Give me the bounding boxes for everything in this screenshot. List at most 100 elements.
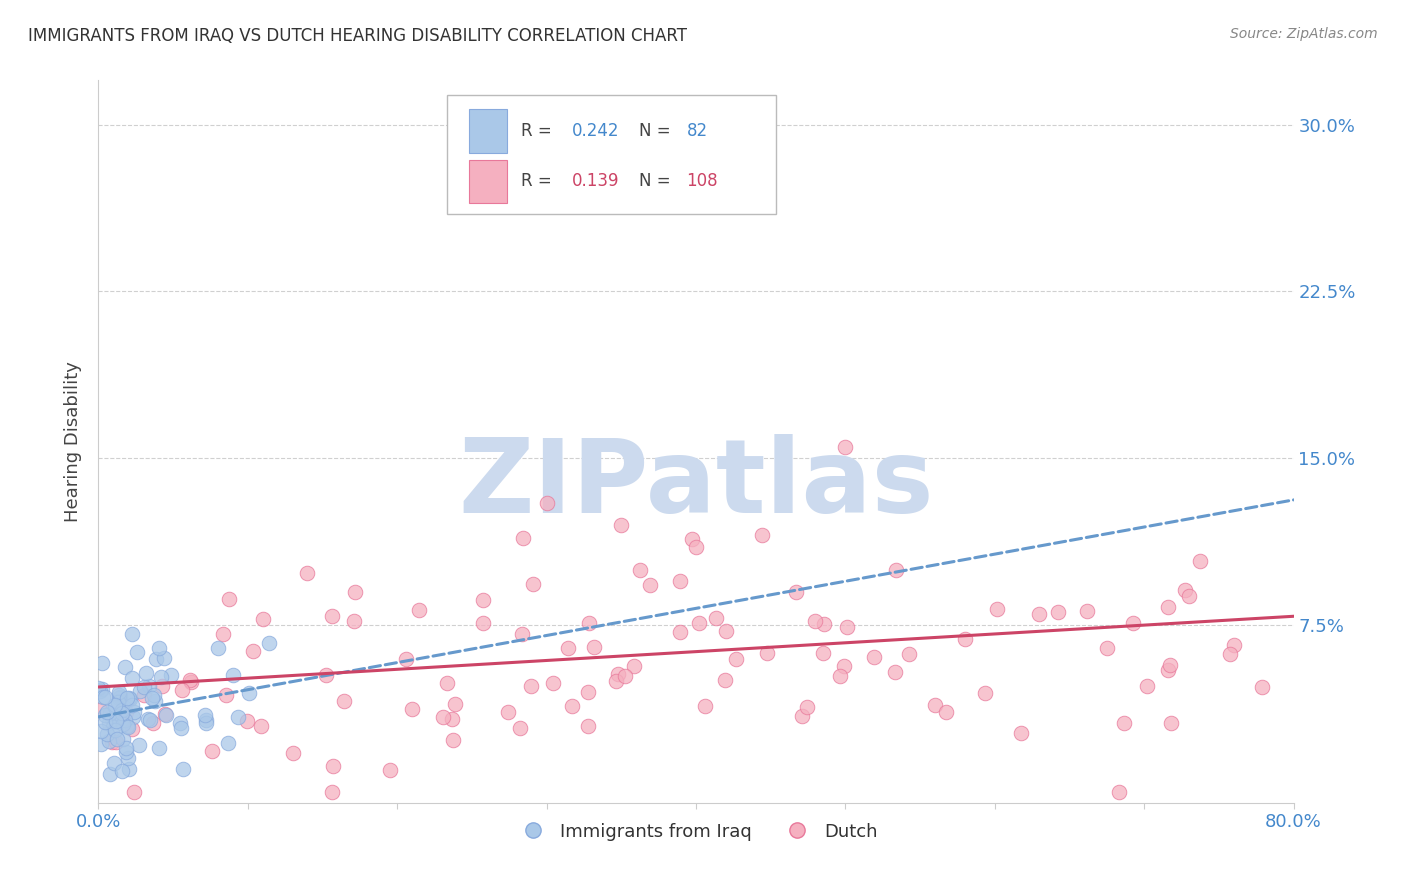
Point bbox=[1136, 679, 1159, 693]
Point bbox=[238, 686, 260, 700]
Point bbox=[432, 710, 454, 724]
Point bbox=[150, 679, 173, 693]
Point bbox=[222, 668, 245, 682]
Point bbox=[582, 640, 605, 654]
Point bbox=[259, 636, 281, 650]
Point bbox=[557, 641, 579, 656]
Point bbox=[103, 756, 125, 771]
Point bbox=[104, 699, 127, 714]
Point bbox=[1223, 638, 1246, 652]
Point bbox=[811, 646, 834, 660]
Point bbox=[111, 764, 134, 778]
Point bbox=[115, 690, 138, 705]
Point bbox=[139, 713, 162, 727]
Point bbox=[321, 609, 343, 624]
Point bbox=[986, 601, 1008, 615]
Point bbox=[714, 624, 737, 639]
Point bbox=[408, 602, 430, 616]
Point bbox=[114, 660, 136, 674]
Point bbox=[115, 706, 138, 720]
Point bbox=[207, 641, 229, 656]
Point bbox=[252, 612, 274, 626]
Point bbox=[111, 717, 134, 731]
Point bbox=[785, 585, 807, 599]
Point bbox=[142, 715, 165, 730]
Point bbox=[322, 759, 344, 773]
Point bbox=[1157, 599, 1180, 614]
Point bbox=[605, 674, 627, 689]
Point bbox=[145, 652, 167, 666]
Point bbox=[170, 683, 193, 698]
Point bbox=[1251, 680, 1274, 694]
Legend: Immigrants from Iraq, Dutch: Immigrants from Iraq, Dutch bbox=[508, 815, 884, 848]
Point bbox=[472, 615, 495, 630]
Point bbox=[249, 718, 271, 732]
Point bbox=[134, 688, 156, 702]
Point bbox=[669, 624, 692, 639]
Point bbox=[97, 734, 120, 748]
Point bbox=[138, 679, 160, 693]
Point bbox=[89, 684, 111, 698]
Point bbox=[685, 540, 707, 554]
Point bbox=[1010, 725, 1032, 739]
Point bbox=[283, 746, 305, 760]
Text: 0.242: 0.242 bbox=[572, 122, 619, 140]
Text: R =: R = bbox=[522, 172, 558, 190]
Point bbox=[108, 690, 131, 705]
Point bbox=[509, 721, 531, 735]
Point bbox=[90, 681, 112, 696]
Point bbox=[561, 699, 583, 714]
Point bbox=[91, 690, 114, 704]
Point bbox=[153, 651, 176, 665]
Point bbox=[90, 737, 112, 751]
Point bbox=[111, 703, 134, 717]
Point bbox=[638, 578, 661, 592]
Point bbox=[837, 620, 859, 634]
Point bbox=[101, 720, 124, 734]
Point bbox=[105, 714, 128, 728]
Point bbox=[1114, 715, 1136, 730]
Point bbox=[1188, 553, 1211, 567]
Point bbox=[973, 685, 995, 699]
Point bbox=[96, 706, 118, 720]
Point bbox=[104, 698, 127, 712]
Point bbox=[112, 700, 135, 714]
Point bbox=[236, 714, 259, 729]
Point bbox=[121, 698, 143, 713]
Point bbox=[804, 614, 827, 628]
Point bbox=[1095, 641, 1118, 656]
Point bbox=[471, 593, 494, 607]
Point bbox=[725, 652, 748, 666]
Point bbox=[179, 673, 201, 687]
Point bbox=[107, 694, 129, 708]
Point bbox=[121, 671, 143, 685]
Point bbox=[98, 706, 121, 720]
Point bbox=[395, 652, 418, 666]
Point bbox=[1178, 589, 1201, 603]
Point bbox=[117, 751, 139, 765]
Point bbox=[118, 690, 141, 705]
Point bbox=[121, 722, 143, 736]
Point bbox=[898, 647, 921, 661]
Point bbox=[510, 626, 533, 640]
Point bbox=[101, 712, 124, 726]
Text: 82: 82 bbox=[686, 122, 707, 140]
Point bbox=[155, 708, 177, 723]
Point bbox=[89, 703, 111, 717]
Point bbox=[87, 681, 110, 695]
Point bbox=[194, 716, 217, 731]
Point bbox=[135, 665, 157, 680]
Point bbox=[1122, 616, 1144, 631]
Point bbox=[122, 785, 145, 799]
Point bbox=[212, 627, 235, 641]
Point bbox=[834, 440, 856, 454]
Point bbox=[884, 665, 907, 680]
Point bbox=[94, 708, 117, 723]
Point bbox=[315, 668, 337, 682]
Point bbox=[441, 733, 464, 747]
Point bbox=[1076, 604, 1098, 618]
Point bbox=[121, 627, 143, 641]
Point bbox=[512, 531, 534, 545]
Point bbox=[172, 762, 194, 776]
Point bbox=[160, 668, 183, 682]
